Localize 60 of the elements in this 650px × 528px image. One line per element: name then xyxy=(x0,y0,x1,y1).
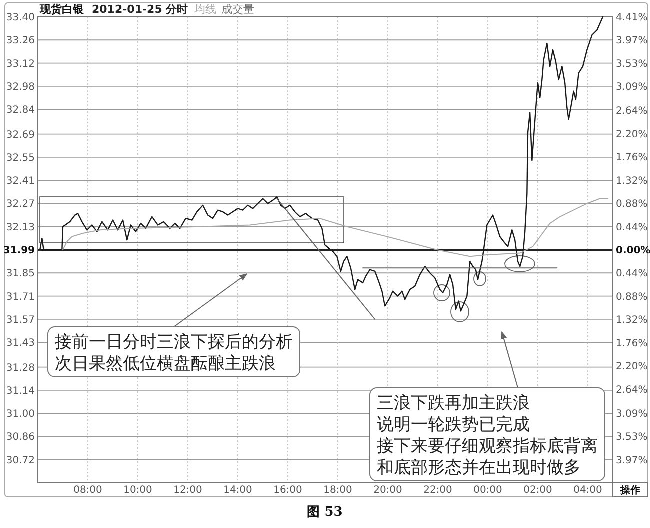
y2-tick-label: 1.32% xyxy=(616,176,648,187)
y2-tick-label: 3.53% xyxy=(616,432,648,444)
x-tick-label: 08:00 xyxy=(74,485,102,496)
y-tick-label: 32.41 xyxy=(6,176,35,188)
y-tick-label: 32.69 xyxy=(6,130,35,141)
y-tick-label: 33.12 xyxy=(6,58,35,70)
y-tick-label: 32.84 xyxy=(6,105,35,116)
x-tick-label: 10:00 xyxy=(124,485,152,496)
text: 操作 xyxy=(620,484,640,496)
y-tick-label: 31.85 xyxy=(6,268,35,280)
y-tick-label: 30.72 xyxy=(6,455,35,466)
y2-tick-label: 3.97% xyxy=(616,36,648,47)
annotation: 接前一日分时三浪下探后的分析次日果然低位横盘酝酿主跌浪 xyxy=(55,332,293,374)
x-tick-label: 12:00 xyxy=(174,485,202,496)
x-tick-label: 20:00 xyxy=(374,485,402,496)
y2-tick-label: 4.41% xyxy=(616,12,648,24)
y2-tick-label: 2.20% xyxy=(616,362,648,373)
y2-tick-label: 3.53% xyxy=(616,58,648,70)
y2-tick-label: 2.64% xyxy=(616,384,648,396)
y-tick-label: 32.98 xyxy=(6,82,35,93)
text: 均线 xyxy=(194,3,217,16)
y-tick-label: 32.27 xyxy=(6,199,35,210)
y-tick-label: 32.13 xyxy=(6,222,35,234)
y2-tick-label: 0.44% xyxy=(616,268,648,280)
y2-tick-label: 0.88% xyxy=(616,199,648,210)
text: 成交量 xyxy=(222,3,255,16)
caption: 图 53 xyxy=(307,505,343,520)
y2-tick-label: 0.00% xyxy=(616,246,650,256)
y2-tick-label: 2.64% xyxy=(616,106,648,118)
y2-tick-label: 2.20% xyxy=(616,129,648,140)
y-tick-label: 30.86 xyxy=(6,432,35,444)
y2-tick-label: 1.32% xyxy=(616,315,648,326)
y-tick-label: 33.26 xyxy=(6,36,35,47)
y-tick-label: 32.55 xyxy=(6,152,35,164)
y-tick-label: 31.14 xyxy=(6,386,35,397)
y2-tick-label: 3.97% xyxy=(616,455,648,466)
x-tick-label: 16:00 xyxy=(274,485,302,496)
y2-tick-label: 0.88% xyxy=(616,292,648,303)
annotation: 三浪下跌再加主跌浪说明一轮跌势已完成接下来要仔细观察指标底背离和底部形态并在出现时做多 xyxy=(377,394,598,478)
chart-title: 现货白银 xyxy=(39,3,85,16)
y-tick-label: 31.43 xyxy=(6,338,35,350)
x-tick-label: 18:00 xyxy=(324,485,352,496)
x-tick-label: 02:00 xyxy=(524,485,552,496)
y2-tick-label: 3.09% xyxy=(616,82,648,94)
x-tick-label: 22:00 xyxy=(424,485,452,496)
x-tick-label: 00:00 xyxy=(474,485,502,496)
chart-subtitle: 2012-01-25 分时 xyxy=(92,3,188,16)
y2-tick-label: 1.76% xyxy=(616,338,648,350)
line-series xyxy=(62,198,608,258)
y-tick-label: 31.71 xyxy=(6,292,35,303)
y-tick-label: 33.40 xyxy=(6,12,35,24)
y-tick-label: 31.28 xyxy=(6,362,35,374)
y-tick-label: 31.99 xyxy=(3,246,36,256)
x-tick-label: 04:00 xyxy=(574,485,602,496)
y-tick-label: 31.57 xyxy=(6,314,35,326)
x-tick-label: 14:00 xyxy=(224,485,252,496)
y-tick-label: 31.00 xyxy=(6,409,35,420)
y2-tick-label: 3.09% xyxy=(616,408,648,420)
y2-tick-label: 1.76% xyxy=(616,152,648,164)
y2-tick-label: 0.44% xyxy=(616,222,648,234)
